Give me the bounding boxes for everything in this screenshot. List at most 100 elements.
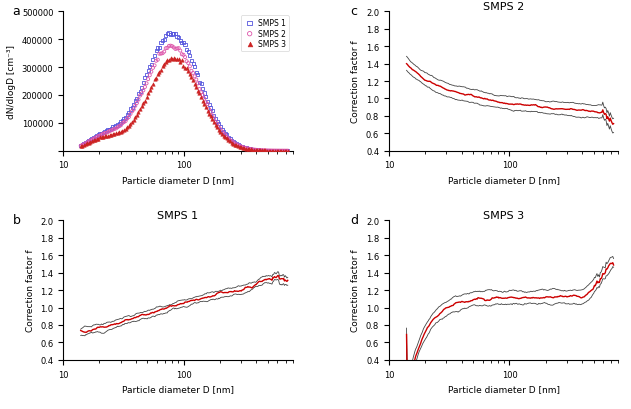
SMPS 1 <box>188 61 198 67</box>
SMPS 3 <box>77 143 87 150</box>
SMPS 3 <box>81 142 91 148</box>
SMPS 2 <box>119 119 129 126</box>
SMPS 3 <box>153 72 163 78</box>
SMPS 1 <box>112 122 122 129</box>
X-axis label: Particle diameter D [nm]: Particle diameter D [nm] <box>447 175 560 184</box>
SMPS 1 <box>238 144 248 151</box>
SMPS 3 <box>227 140 237 146</box>
SMPS 1 <box>217 126 227 133</box>
SMPS 2 <box>124 115 134 121</box>
SMPS 2 <box>190 74 200 81</box>
SMPS 1 <box>218 128 228 135</box>
SMPS 2 <box>254 147 264 154</box>
SMPS 2 <box>196 90 206 97</box>
SMPS 1 <box>264 148 274 154</box>
SMPS 1 <box>194 80 204 87</box>
Y-axis label: Correction factor f: Correction factor f <box>351 249 360 332</box>
SMPS 1 <box>87 136 97 142</box>
SMPS 3 <box>143 90 153 97</box>
SMPS 2 <box>215 127 225 133</box>
SMPS 1 <box>138 80 148 86</box>
SMPS 3 <box>98 134 109 141</box>
SMPS 3 <box>186 74 196 81</box>
SMPS 1 <box>102 128 112 135</box>
SMPS 2 <box>180 55 190 61</box>
SMPS 2 <box>174 46 184 52</box>
SMPS 3 <box>112 131 122 137</box>
SMPS 3 <box>109 131 119 138</box>
SMPS 2 <box>211 119 221 126</box>
SMPS 2 <box>140 84 150 91</box>
SMPS 3 <box>133 109 143 116</box>
SMPS 2 <box>79 142 89 148</box>
SMPS 3 <box>262 148 272 155</box>
SMPS 3 <box>106 132 116 139</box>
SMPS 2 <box>257 148 267 154</box>
SMPS 2 <box>133 97 143 103</box>
SMPS 2 <box>172 46 182 53</box>
SMPS 3 <box>121 126 131 133</box>
X-axis label: Particle diameter D [nm]: Particle diameter D [nm] <box>122 384 234 393</box>
SMPS 1 <box>235 143 245 149</box>
SMPS 2 <box>161 46 171 52</box>
SMPS 1 <box>225 136 235 143</box>
SMPS 2 <box>122 116 133 122</box>
SMPS 3 <box>91 136 102 143</box>
SMPS 2 <box>267 148 277 155</box>
SMPS 3 <box>194 90 204 97</box>
SMPS 2 <box>112 125 122 131</box>
SMPS 2 <box>191 77 201 83</box>
SMPS 2 <box>206 110 216 116</box>
SMPS 2 <box>109 126 119 133</box>
SMPS 2 <box>209 116 219 123</box>
SMPS 3 <box>220 135 230 141</box>
SMPS 3 <box>127 120 137 126</box>
SMPS 1 <box>206 106 216 112</box>
SMPS 1 <box>85 137 95 143</box>
SMPS 2 <box>281 148 291 155</box>
SMPS 1 <box>182 47 192 54</box>
SMPS 1 <box>141 72 151 79</box>
SMPS 3 <box>138 101 148 107</box>
SMPS 1 <box>273 148 283 155</box>
SMPS 3 <box>283 148 293 155</box>
SMPS 2 <box>199 96 209 103</box>
SMPS 1 <box>183 49 193 56</box>
SMPS 3 <box>87 139 97 145</box>
Title: SMPS 1: SMPS 1 <box>157 210 198 220</box>
SMPS 1 <box>223 135 233 141</box>
SMPS 3 <box>103 133 113 139</box>
SMPS 2 <box>88 136 98 143</box>
SMPS 3 <box>76 144 86 150</box>
SMPS 3 <box>207 117 217 123</box>
SMPS 3 <box>232 143 242 149</box>
Y-axis label: Correction factor f: Correction factor f <box>351 40 360 123</box>
SMPS 3 <box>223 137 233 144</box>
SMPS 1 <box>283 148 293 155</box>
Y-axis label: Correction factor f: Correction factor f <box>26 249 35 332</box>
SMPS 3 <box>190 82 200 88</box>
SMPS 1 <box>260 148 270 154</box>
SMPS 1 <box>215 124 225 130</box>
SMPS 2 <box>264 148 274 155</box>
SMPS 1 <box>155 45 165 52</box>
SMPS 3 <box>135 107 145 113</box>
SMPS 3 <box>278 148 288 155</box>
SMPS 1 <box>233 142 243 148</box>
SMPS 2 <box>100 130 110 137</box>
SMPS 1 <box>281 148 291 155</box>
SMPS 1 <box>168 31 179 38</box>
SMPS 1 <box>164 31 174 37</box>
SMPS 2 <box>76 143 86 150</box>
SMPS 1 <box>121 115 131 121</box>
SMPS 3 <box>140 98 150 105</box>
SMPS 3 <box>84 140 94 147</box>
SMPS 3 <box>175 60 186 67</box>
SMPS 3 <box>124 123 134 130</box>
SMPS 1 <box>232 141 242 148</box>
SMPS 1 <box>161 34 171 40</box>
SMPS 3 <box>148 81 158 88</box>
SMPS 3 <box>203 108 213 115</box>
SMPS 3 <box>132 113 142 119</box>
SMPS 3 <box>212 124 222 131</box>
